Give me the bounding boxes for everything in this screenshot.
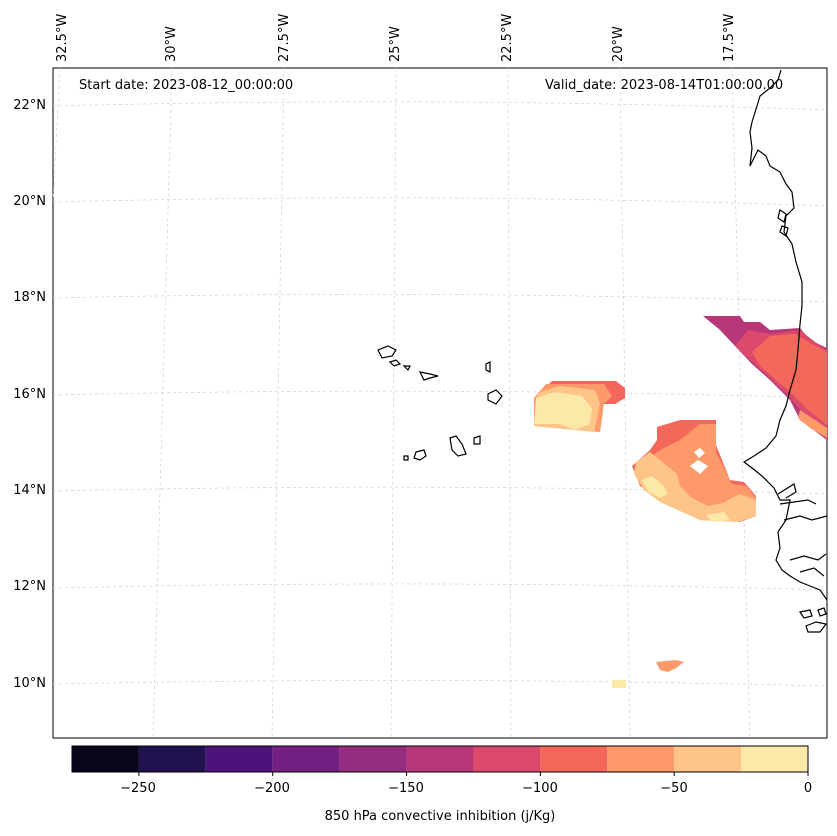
cin-hole-a [694,448,705,458]
colorbar-swatch [674,746,742,772]
parallel-16n [52,390,828,399]
cin-region-central-inner [676,466,730,506]
graticule [52,67,828,739]
colorbar-swatch [205,746,273,772]
island-sao-vicente [388,359,402,367]
parallel-18n [52,293,828,303]
lat-label-12n: 12°N [13,579,46,594]
lon-label-22-5w: 22.5°W [500,13,515,62]
island-santiago [449,435,467,457]
lon-label-27-5w: 27.5°W [277,13,292,62]
cin-region-south-b [612,680,626,688]
lon-label-30w: 30°W [164,26,179,62]
parallel-12n [52,583,828,591]
lat-label-16n: 16°N [13,387,46,402]
meridian-25w [390,67,397,739]
colorbar-swatch [138,746,206,772]
parallel-14n [52,486,828,495]
cin-region-west-core [534,392,592,430]
meridian-17-5w [731,67,751,739]
colorbar-tick-label: −100 [522,781,558,796]
colorbar-swatch [473,746,541,772]
colorbar-title: 850 hPa convective inhibition (j/Kg) [324,809,556,824]
parallel-10n [52,680,828,687]
colorbar-swatch [272,746,340,772]
colorbar-tick-label: −50 [660,781,688,796]
coast-coastal-islands-north [777,209,789,237]
island-sal [485,361,491,373]
valid-date-label: Valid_date: 2023-08-14T01:00:00.00 [545,78,784,93]
coast-africa-west [742,69,828,601]
lon-label-25w: 25°W [388,26,403,62]
cin-region-central-light [634,452,756,522]
coastline [742,69,828,633]
colorbar-swatch [540,746,608,772]
coast-guinea-bissau [789,553,827,577]
cin-region-central-core-a [642,476,668,498]
lat-label-14n: 14°N [13,483,46,498]
colorbar-tick-label: −200 [254,781,290,796]
meridian-20w [619,67,631,739]
colorbar-swatch [72,746,139,772]
map-frame [52,67,828,739]
colorbar-tick-label: −150 [388,781,424,796]
island-brava [403,455,409,461]
cin-region-northeast-inner [752,334,827,425]
colorbar-swatch [406,746,474,772]
coast-gambia [777,483,817,505]
lon-label-20w: 20°W [611,26,626,62]
colorbar-swatch [339,746,407,772]
cin-hole-b [690,460,708,474]
lon-label-32-5w: 32.5°W [55,13,70,62]
start-date-label: Start date: 2023-08-12_00:00:00 [79,78,294,93]
island-maio [473,435,481,445]
cin-region-northeast-core [798,410,827,438]
cin-region-south-a [656,660,684,672]
coast-senegal-south [783,515,828,521]
meridian-27-5w [271,67,285,739]
parallel-22n [52,101,828,111]
island-sao-nicolau [418,371,439,381]
island-santo-antao [377,345,397,359]
cape-verde-islands [377,345,503,461]
colorbar-swatch [741,746,808,772]
parallel-20n [52,197,828,207]
meridian-22-5w [507,67,512,739]
colorbar [71,745,809,776]
lat-label-10n: 10°N [13,676,46,691]
coast-islands-bijagos [799,607,828,633]
island-fogo [413,449,427,461]
lat-label-20n: 20°N [13,194,46,209]
island-boa-vista [487,389,503,405]
colorbar-swatch [607,746,675,772]
island-santa-luzia [402,365,411,372]
meridian-30w [152,67,173,739]
meridian-32-5w [52,67,61,201]
lat-label-18n: 18°N [13,290,46,305]
cin-region-central-core-b [706,512,730,522]
colorbar-tick-label: 0 [803,781,813,796]
cin-contours [534,316,827,688]
lon-label-17-5w: 17.5°W [722,13,737,62]
lat-label-22n: 22°N [13,98,46,113]
colorbar-frame [71,745,809,773]
colorbar-tick-label: −250 [120,781,156,796]
